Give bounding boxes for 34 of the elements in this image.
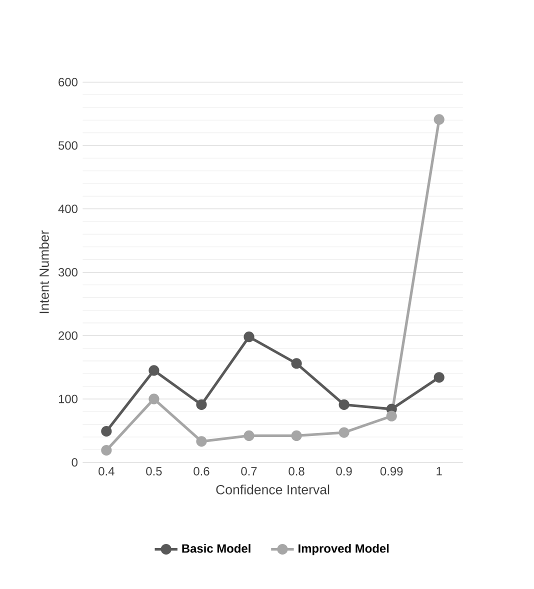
y-tick-label: 600 [58,78,78,86]
y-tick-label: 200 [58,331,78,340]
point [291,358,302,369]
point [101,444,112,456]
y-tick-label: 400 [58,204,78,214]
x-tick-label: 0.8 [288,467,304,476]
point [434,114,444,125]
y-tick-label: 500 [58,141,78,150]
legend-label: Basic Model [182,544,250,553]
legend-label: Improved Model [298,544,389,556]
point [244,332,254,342]
x-tick-label: 0.7 [241,467,257,476]
point [386,410,397,422]
y-tick-label: 0 [72,458,78,467]
point [148,365,160,376]
point [196,436,207,447]
point [338,427,350,438]
x-tick-label: 0.6 [194,467,210,476]
x-tick-label: 1 [436,467,442,476]
x-tick-label: 0.5 [146,467,162,476]
point [101,426,112,437]
y-axis-title: Intent Number [39,230,49,314]
x-tick-label: 0.99 [380,467,403,476]
point [338,399,350,410]
point [434,372,444,383]
x-tick-label: 0.4 [98,467,114,476]
point [148,394,160,404]
y-tick-label: 100 [58,394,78,404]
x-tick-label: 0.9 [336,467,352,476]
point [196,399,207,410]
point [244,430,254,442]
y-tick-label: 300 [58,268,78,276]
x-axis-title: Confidence Interval [216,484,330,494]
point [291,430,302,442]
